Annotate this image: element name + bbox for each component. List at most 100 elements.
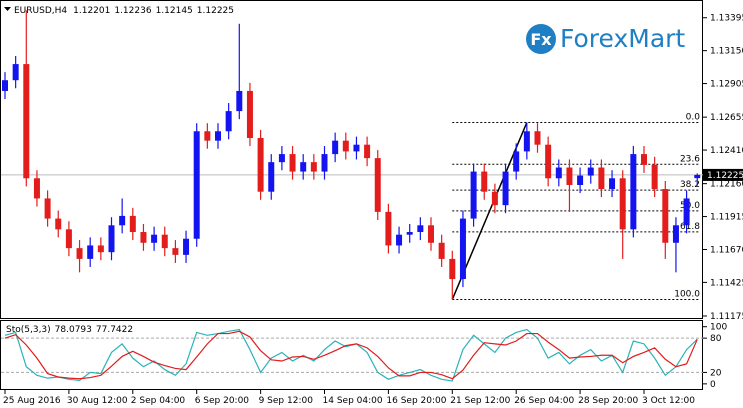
candle-body [385,211,392,246]
candle-body [641,154,647,165]
candle-body [672,225,679,243]
candle-body [278,154,285,163]
x-tick-label: 30 Aug 12:00 [67,396,128,406]
y-tick-label: 20 [710,368,722,378]
y-tick-label: 100 [710,323,727,333]
candle-body [183,238,190,255]
candle-body [523,131,530,152]
logo: Fx ForexMart [526,24,685,54]
candle-body [321,154,328,172]
candle-body [598,167,605,190]
x-tick-label: 3 Oct 12:00 [642,396,695,406]
candle-body [459,218,466,280]
header-high: 1.12236 [114,6,151,16]
header-close: 1.12225 [197,6,234,16]
header-low: 1.12145 [156,6,193,16]
candle-body [236,90,243,112]
y-tick-label: 1.12905 [710,80,743,90]
candle-body [300,162,307,172]
candle-body [396,234,403,246]
y-tick-label: 1.13150 [710,47,743,57]
x-tick-label: 16 Sep 20:00 [386,396,446,406]
candle-body [44,198,51,219]
candle-body [246,90,253,138]
stoch-header: Sto(5,3,3) 78.0793 77.7422 [6,325,133,335]
candle-body [172,248,179,255]
stoch-signal-value: 77.7422 [96,325,133,335]
candle-body [65,229,72,249]
x-tick-label: 9 Sep 12:00 [259,396,314,406]
candle-body [555,167,562,179]
x-tick-label: 14 Sep 04:00 [323,396,383,406]
candle-body [55,218,62,230]
x-tick-label: 26 Sep 04:00 [514,396,574,406]
main-frame [0,0,703,319]
logo-icon-text: Fx [530,30,552,49]
x-tick-label: 25 Aug 2016 [3,396,61,406]
candle-body [534,131,541,145]
candle-body [438,242,445,259]
candle-body [257,137,264,192]
candle-body [97,245,104,253]
current-price-box [703,168,743,181]
candle-body [428,225,434,243]
y-tick-label: 1.11670 [710,245,743,255]
y-tick-label: 0 [710,380,716,390]
candle-body [545,144,552,179]
y-tick-label: 1.13395 [710,14,743,24]
candle-body [662,189,669,243]
candle-body [491,191,498,206]
candle-body [151,234,158,243]
logo-icon [526,24,556,54]
candle-body [566,167,573,185]
y-tick-label: 1.11425 [710,278,743,288]
candle-body [204,131,211,141]
candle-body [215,131,221,141]
stoch-line [4,330,698,380]
indicator-name: Sto(5,3,3) [6,325,51,335]
candle-body [140,232,147,243]
candle-body [310,162,317,172]
y-tick-label: 1.12160 [710,180,743,190]
candle-body [577,175,584,185]
y-tick-label: 1.11175 [710,312,743,322]
candle-body [449,258,456,280]
candle-body [342,140,349,152]
candle-body [33,178,40,199]
y-tick-label: 1.12655 [710,113,743,123]
candle-body [76,248,83,259]
menu-arrow[interactable] [4,7,11,11]
fib-label: 100.0 [674,289,700,299]
candle-body [587,167,594,176]
candle-body [694,174,701,179]
candle-body [129,215,136,233]
candle-body [630,154,637,230]
fib-label: 0.0 [686,113,701,123]
y-tick-label: 80 [710,334,722,344]
x-tick-label: 21 Sep 12:00 [450,396,510,406]
candle-body [619,178,626,230]
candle-body [289,154,296,172]
candle-body [364,144,371,159]
x-tick-label: 2 Sep 04:00 [131,396,186,406]
candle-body [87,245,94,259]
x-tick-label: 6 Sep 20:00 [195,396,250,406]
fib-label: 50.0 [680,201,700,211]
header-open: 1.12201 [73,6,110,16]
current-price-label: 1.12225 [707,171,743,181]
candle-body [513,151,520,172]
stoch-frame [0,320,703,390]
candle-body [119,215,126,226]
x-tick-label: 28 Sep 20:00 [578,396,638,406]
candle-body [332,140,339,155]
candle-body [12,64,19,81]
candle-body [417,225,424,233]
candle-body [502,171,509,206]
symbol: EURUSD,H4 [14,6,67,16]
candle-body [353,144,360,152]
y-tick-label: 1.11915 [710,213,743,223]
logo-text: ForexMart [560,24,685,53]
fib-label: 61.8 [680,222,700,232]
